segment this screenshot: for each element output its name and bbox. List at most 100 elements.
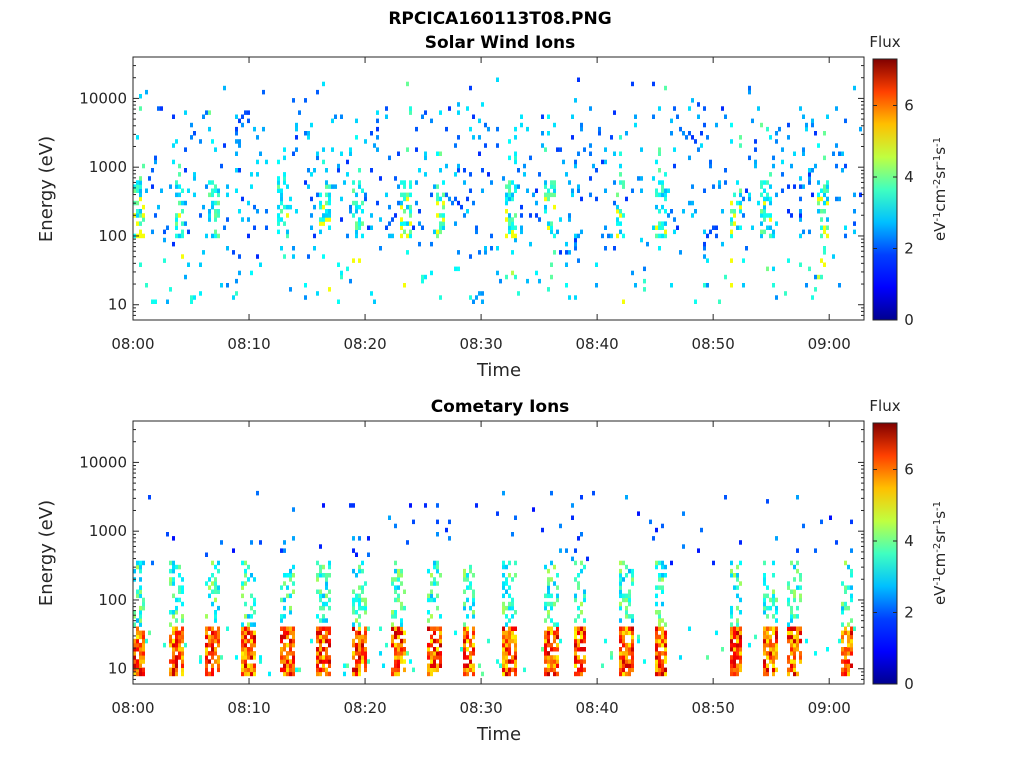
heatmap-cell (514, 515, 517, 520)
heatmap-cell (688, 131, 691, 136)
heatmap-cell (658, 618, 661, 623)
heatmap-cell (469, 188, 472, 193)
heatmap-cell (763, 642, 766, 648)
heatmap-cell (511, 634, 514, 640)
heatmap-cell (577, 667, 580, 673)
heatmap-cell (226, 217, 229, 222)
y-tick-label: 10 (108, 660, 127, 678)
heatmap-cell (283, 659, 286, 664)
heatmap-cell (319, 568, 322, 574)
heatmap-cell (577, 585, 580, 590)
heatmap-cell (739, 667, 742, 673)
heatmap-cell (247, 577, 250, 582)
heatmap-cell (514, 626, 517, 631)
heatmap-cell (694, 299, 697, 304)
heatmap-cell (739, 188, 742, 193)
heatmap-cell (799, 217, 802, 222)
heatmap-cell (151, 184, 154, 189)
heatmap-cell (748, 89, 751, 95)
heatmap-cell (358, 536, 361, 541)
heatmap-cell (661, 642, 664, 648)
heatmap-cell (178, 192, 181, 198)
heatmap-cell (472, 663, 475, 668)
heatmap-cell (619, 663, 622, 668)
heatmap-cell (622, 299, 625, 304)
heatmap-cell (508, 196, 511, 202)
plot-frame (132, 420, 865, 685)
heatmap-cell (661, 589, 664, 594)
heatmap-cell (508, 605, 511, 611)
heatmap-cell (139, 213, 142, 218)
heatmap-cell (658, 638, 661, 644)
heatmap-cell (676, 114, 679, 119)
heatmap-cell (751, 225, 754, 230)
heatmap-cell (157, 106, 160, 111)
colorbar-label: eV-1cm-2sr-1s-1 (931, 137, 949, 241)
heatmap-cell (343, 180, 346, 185)
heatmap-cell (631, 651, 634, 656)
heatmap-cell (340, 114, 343, 119)
heatmap-cell (469, 667, 472, 673)
heatmap-cell (769, 172, 772, 177)
heatmap-cell (850, 651, 853, 656)
heatmap-cell (487, 126, 490, 132)
heatmap-cell (178, 184, 181, 189)
heatmap-cell (442, 192, 445, 198)
heatmap-cell (793, 597, 796, 603)
heatmap-cell (556, 630, 559, 636)
heatmap-cell (787, 634, 790, 640)
heatmap-cell (298, 667, 301, 673)
heatmap-cell (322, 221, 325, 226)
heatmap-cell (181, 188, 184, 193)
heatmap-cell (574, 634, 577, 640)
heatmap-cell (397, 647, 400, 652)
heatmap-cell (571, 135, 574, 140)
heatmap-cell (358, 258, 361, 263)
heatmap-cell (361, 221, 364, 226)
heatmap-cell (136, 593, 139, 599)
heatmap-cell (775, 610, 778, 615)
heatmap-cell (322, 601, 325, 607)
heatmap-cell (139, 176, 142, 181)
heatmap-cell (172, 663, 175, 668)
heatmap-cell (187, 262, 190, 267)
heatmap-cell (376, 126, 379, 132)
heatmap-cell (385, 192, 388, 198)
heatmap-cell (145, 188, 148, 193)
heatmap-cell (391, 671, 394, 677)
heatmap-cell (574, 560, 577, 566)
heatmap-cell (820, 225, 823, 230)
heatmap-cell (139, 655, 142, 660)
heatmap-cell (424, 110, 427, 115)
heatmap-cell (169, 622, 172, 627)
heatmap-cell (358, 601, 361, 607)
heatmap-cell (502, 638, 505, 644)
heatmap-cell (328, 564, 331, 570)
heatmap-cell (766, 266, 769, 272)
heatmap-cell (544, 147, 547, 152)
x-tick-label: 08:10 (227, 335, 270, 353)
heatmap-cell (766, 651, 769, 656)
heatmap-cell (730, 647, 733, 652)
heatmap-cell (763, 671, 766, 677)
heatmap-cell (586, 556, 589, 562)
heatmap-cell (550, 659, 553, 664)
heatmap-cell (430, 270, 433, 276)
heatmap-cell (436, 196, 439, 202)
heatmap-cell (652, 114, 655, 119)
heatmap-cell (550, 601, 553, 607)
heatmap-cell (508, 213, 511, 218)
heatmap-cell (214, 229, 217, 235)
heatmap-cell (421, 278, 424, 284)
heatmap-cell (463, 577, 466, 582)
heatmap-cell (673, 106, 676, 111)
heatmap-cell (397, 577, 400, 582)
heatmap-cell (280, 618, 283, 623)
heatmap-cell (217, 605, 220, 611)
heatmap-cell (142, 655, 145, 660)
heatmap-cell (553, 180, 556, 185)
heatmap-cell (466, 585, 469, 590)
heatmap-cell (472, 597, 475, 603)
y-tick-label: 1000 (89, 522, 127, 540)
heatmap-cell (769, 184, 772, 189)
